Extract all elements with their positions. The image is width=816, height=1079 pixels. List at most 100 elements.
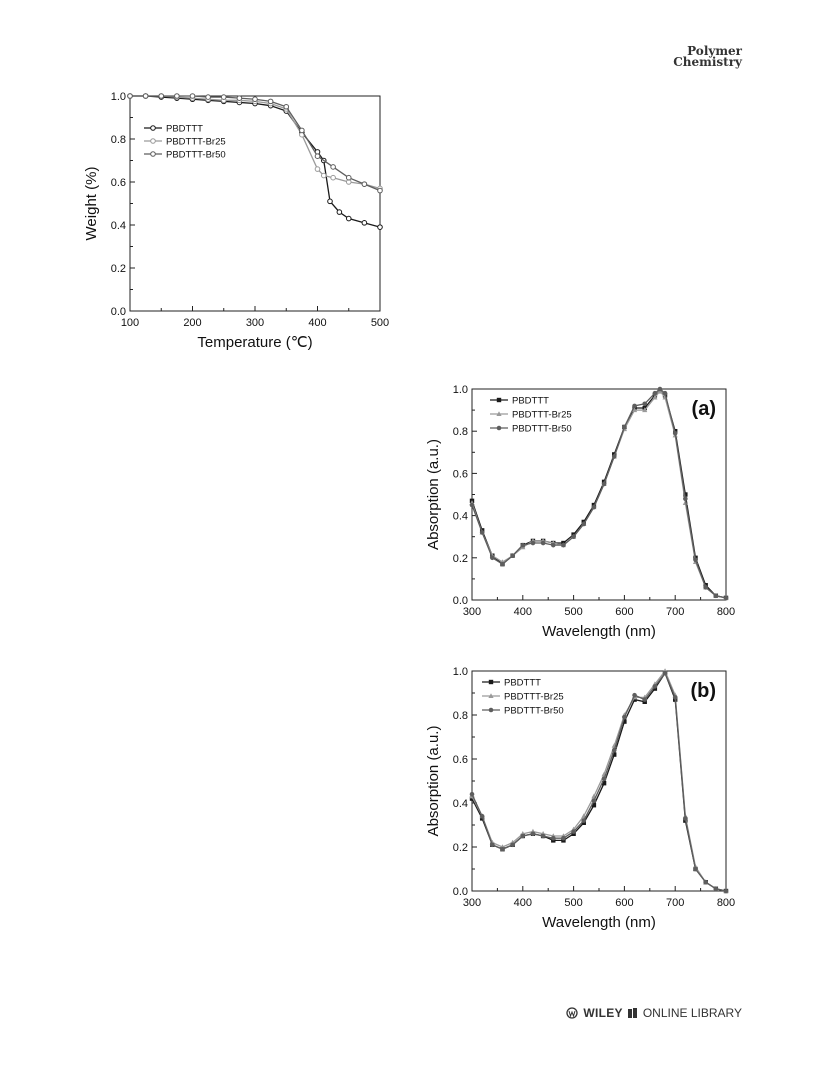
data-point xyxy=(377,187,383,194)
data-point xyxy=(490,555,495,561)
data-point xyxy=(642,407,648,413)
data-point xyxy=(479,530,485,535)
data-point xyxy=(591,803,597,808)
data-point xyxy=(142,93,149,99)
data-point xyxy=(320,172,327,179)
data-point xyxy=(632,403,637,409)
data-point xyxy=(330,164,336,170)
x-tick-label: 300 xyxy=(463,606,481,618)
x-tick-label: 700 xyxy=(666,897,684,909)
data-point xyxy=(174,93,180,99)
x-tick-label: 100 xyxy=(121,317,139,329)
legend-label: PBDTTT-Br25 xyxy=(504,692,564,703)
data-point xyxy=(550,542,556,548)
absorption-chart-a: 300 400 500 600 700 800 0.0 0.2 0.4 0.6 0.8 1.0 Wave… xyxy=(425,384,735,640)
data-point xyxy=(267,98,274,105)
legend-label: PBDTTT-Br50 xyxy=(512,424,572,435)
y-tick-label: 0.0 xyxy=(453,595,468,607)
data-point xyxy=(611,454,617,459)
tga-chart: 100 200 300 400 500 0.0 0.2 0.4 0.6 0.8 1.0 Tempera… xyxy=(83,91,389,351)
x-tick-label: 600 xyxy=(615,606,633,618)
y-tick-label: 0.0 xyxy=(111,306,126,318)
y-tick-label: 1.0 xyxy=(453,384,468,396)
data-point xyxy=(220,94,227,100)
legend-swatch-marker xyxy=(488,679,494,685)
data-point xyxy=(642,697,648,702)
x-tick-label: 500 xyxy=(564,606,582,618)
x-axis-label: Wavelength (nm) xyxy=(542,914,656,931)
data-point xyxy=(336,209,343,215)
data-point xyxy=(361,220,368,226)
y-tick-label: 0.2 xyxy=(453,553,468,565)
y-tick-label: 0.4 xyxy=(453,798,468,810)
data-point xyxy=(205,94,211,100)
data-point xyxy=(377,224,383,230)
data-point xyxy=(662,670,668,676)
data-point xyxy=(561,542,566,548)
data-point xyxy=(127,93,133,99)
data-point xyxy=(591,798,597,804)
data-point xyxy=(581,818,587,823)
x-tick-label: 500 xyxy=(564,897,582,909)
data-point xyxy=(581,521,587,527)
data-point xyxy=(723,888,729,894)
data-point xyxy=(693,866,698,872)
x-tick-label: 300 xyxy=(463,897,481,909)
data-point xyxy=(189,93,196,99)
legend-swatch-marker xyxy=(496,411,502,416)
data-point xyxy=(713,886,719,892)
legend-swatch-marker xyxy=(150,138,156,144)
panel-label: (a) xyxy=(692,398,716,420)
data-point xyxy=(601,776,607,782)
data-point xyxy=(345,215,352,222)
legend-label: PBDTTT xyxy=(512,396,549,407)
data-point xyxy=(703,585,708,590)
x-tick-label: 400 xyxy=(308,317,326,329)
data-point xyxy=(662,390,668,396)
legend-label: PBDTTT-Br50 xyxy=(166,150,226,161)
data-point xyxy=(469,502,475,508)
data-point xyxy=(283,103,290,110)
x-tick-label: 400 xyxy=(514,897,532,909)
panel-label: (b) xyxy=(690,680,716,702)
data-point xyxy=(612,752,617,757)
data-point xyxy=(500,561,505,567)
data-point xyxy=(601,481,607,487)
y-tick-label: 0.4 xyxy=(453,511,468,523)
y-tick-label: 0.4 xyxy=(111,220,126,232)
wiley-logo-icon xyxy=(566,1007,578,1019)
data-point xyxy=(550,835,556,841)
data-point xyxy=(601,781,607,786)
data-point xyxy=(490,842,495,848)
data-point xyxy=(520,542,526,548)
x-tick-label: 600 xyxy=(615,897,633,909)
data-point xyxy=(703,879,708,885)
legend-swatch-marker xyxy=(150,151,156,157)
y-tick-label: 1.0 xyxy=(111,91,126,103)
legend-label: PBDTTT-Br25 xyxy=(512,410,572,421)
data-point xyxy=(632,692,637,698)
journal-title-line2: Chemistry xyxy=(673,55,742,69)
data-point xyxy=(713,593,719,599)
x-tick-label: 200 xyxy=(183,317,201,329)
data-point xyxy=(469,796,475,801)
x-tick-label: 500 xyxy=(371,317,389,329)
data-point xyxy=(530,831,536,837)
data-point xyxy=(683,496,688,502)
data-point xyxy=(652,390,658,396)
data-point xyxy=(632,697,637,702)
x-tick-label: 400 xyxy=(514,606,532,618)
data-point xyxy=(314,166,321,172)
y-tick-label: 0.8 xyxy=(111,134,126,146)
publisher-footer: WILEY ONLINE LIBRARY xyxy=(565,1006,742,1020)
y-tick-label: 0.2 xyxy=(453,842,468,854)
data-point xyxy=(622,714,627,720)
data-point xyxy=(657,386,663,392)
data-point xyxy=(530,540,536,546)
data-point xyxy=(469,791,475,797)
y-axis-label: Weight (%) xyxy=(83,167,100,241)
data-point xyxy=(520,833,526,839)
absorption-chart-b: 300 400 500 600 700 800 0.0 0.2 0.4 0.6 0.8 1.0 Wave… xyxy=(425,666,735,931)
legend-swatch-marker xyxy=(150,125,156,131)
data-point xyxy=(510,553,515,558)
